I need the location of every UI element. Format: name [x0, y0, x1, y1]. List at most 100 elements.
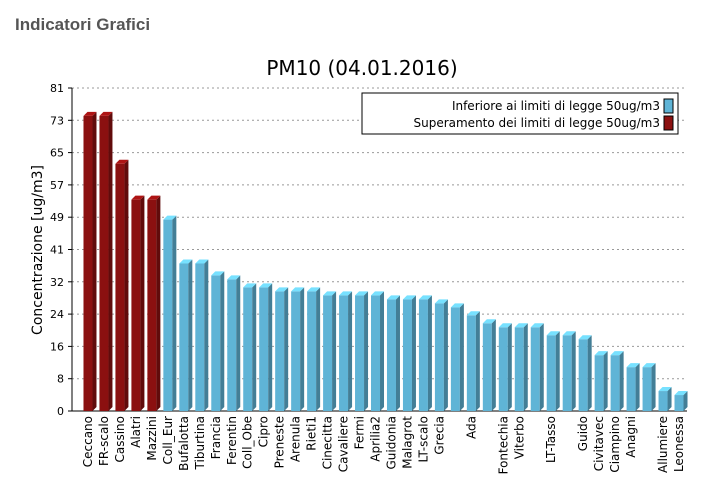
x-tick-label: Preneste: [273, 416, 287, 468]
bar-front: [259, 287, 269, 411]
bar-front: [594, 355, 604, 411]
page-title: Indicatori Grafici: [15, 15, 150, 34]
bar: [658, 387, 672, 411]
bar-top: [642, 363, 656, 368]
bar: [434, 299, 448, 411]
bar-top: [450, 303, 464, 308]
bar-side: [332, 291, 337, 411]
x-tick-label: Allumiere: [656, 416, 670, 473]
x-tick-label: Viterbo: [512, 416, 526, 459]
x-tick-label: Cipro: [257, 416, 271, 447]
bar-top: [498, 323, 512, 328]
bar: [514, 323, 528, 411]
bar: [259, 283, 273, 411]
x-tick-label: Coll_Eur: [161, 416, 175, 465]
bar-front: [179, 263, 189, 411]
bar: [131, 195, 145, 411]
bar: [179, 259, 193, 411]
x-tick-label: Civitavec: [592, 416, 606, 471]
bar-front: [227, 279, 237, 411]
legend-swatch: [663, 115, 674, 131]
x-tick-label: Grecia: [432, 416, 446, 455]
x-tick-label: Ciampino: [608, 416, 622, 473]
bar: [227, 275, 241, 411]
bar-top: [259, 283, 273, 288]
bar-side: [475, 311, 480, 411]
bar-side: [571, 331, 576, 411]
bar: [578, 335, 592, 411]
bar: [594, 351, 608, 411]
bar: [418, 295, 432, 411]
bar-top: [243, 283, 257, 288]
bar-front: [291, 291, 301, 411]
x-tick-label: Anagni: [624, 416, 638, 458]
bar-front: [195, 263, 205, 411]
bar: [163, 215, 177, 411]
bar-top: [546, 331, 560, 336]
legend-box: [361, 92, 679, 135]
bar-side: [364, 291, 369, 411]
bar: [307, 287, 321, 411]
bar-top: [386, 295, 400, 300]
bar-side: [491, 319, 496, 411]
x-tick-label: Tiburtina: [193, 416, 207, 470]
bar-top: [195, 259, 209, 264]
bar: [323, 291, 337, 411]
bar-front: [83, 115, 93, 412]
bar-front: [99, 115, 109, 412]
x-tick-label: Fontechia: [496, 416, 510, 474]
bar-side: [348, 291, 353, 411]
bar: [482, 319, 496, 411]
bar-front: [626, 367, 636, 411]
x-tick-label: Cassino: [113, 416, 127, 463]
bar-side: [667, 387, 672, 411]
bar: [275, 287, 289, 411]
bar-front: [530, 327, 540, 411]
bar-front: [115, 163, 125, 411]
bar-side: [395, 295, 400, 411]
bar-side: [411, 295, 416, 411]
bar: [466, 311, 480, 411]
bar-front: [498, 327, 508, 411]
bar-front: [450, 307, 460, 411]
bar-top: [339, 291, 353, 296]
legend-swatch: [663, 98, 674, 114]
y-tick-label: 65: [50, 147, 64, 160]
bar-front: [514, 327, 524, 411]
bar-front: [562, 335, 572, 411]
bar-side: [507, 323, 512, 411]
x-tick-label: Guidonia: [384, 416, 398, 470]
bar-front: [482, 323, 492, 411]
x-tick-label: Leonessa: [672, 416, 686, 472]
bar-front: [578, 339, 588, 411]
bar-side: [188, 259, 193, 411]
bar-top: [163, 215, 177, 220]
bar-side: [635, 363, 640, 411]
bar-top: [578, 335, 592, 340]
bar-side: [651, 363, 656, 411]
bar-top: [402, 295, 416, 300]
x-tick-label: Ceccano: [81, 416, 95, 467]
bar-side: [443, 299, 448, 411]
x-tick-label: FR-scalo: [97, 416, 111, 466]
bar: [115, 159, 129, 411]
y-tick-label: 24: [50, 308, 64, 321]
y-tick-label: 73: [50, 114, 64, 127]
bar-front: [355, 295, 365, 411]
bar-top: [466, 311, 480, 316]
y-tick-label: 8: [57, 373, 64, 386]
bar-side: [539, 323, 544, 411]
bar-top: [626, 363, 640, 368]
bar-top: [514, 323, 528, 328]
bar: [674, 391, 688, 411]
x-tick-label: Cavaliere: [337, 416, 351, 472]
bar-side: [140, 195, 145, 411]
bar-side: [300, 287, 305, 411]
bar-front: [418, 299, 428, 411]
bar: [626, 363, 640, 411]
bar-side: [220, 271, 225, 411]
bar-top: [674, 391, 688, 396]
x-tick-label: Fermi: [353, 416, 367, 449]
x-tick-label: Mazzini: [145, 416, 159, 461]
